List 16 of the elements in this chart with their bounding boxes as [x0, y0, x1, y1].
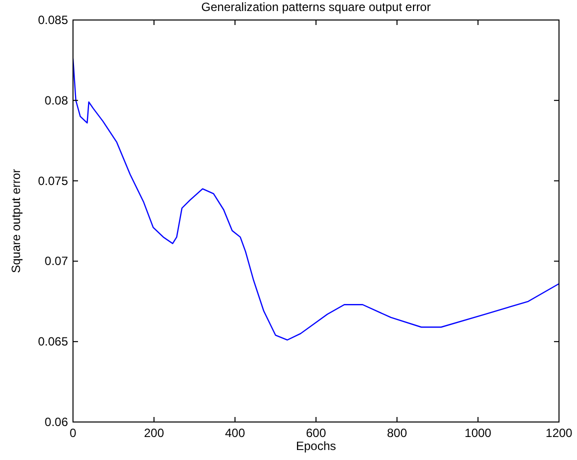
x-tick-label: 0 [70, 426, 77, 440]
y-tick-label: 0.065 [38, 334, 68, 349]
x-axis-title: Epochs [296, 439, 336, 453]
y-tick-label: 0.07 [44, 254, 68, 268]
x-tick-label: 1200 [546, 426, 573, 440]
y-axis-title: Square output error [9, 168, 23, 274]
y-tick-label: 0.085 [38, 13, 68, 27]
x-tick-label: 600 [306, 426, 326, 440]
x-tick-label: 800 [386, 426, 408, 440]
x-tick-label: 400 [224, 426, 246, 440]
y-tick-label: 0.06 [44, 415, 68, 429]
x-tick-label: 200 [144, 426, 164, 440]
chart-title: Generalization patterns square output error [201, 0, 431, 14]
y-tick-label: 0.08 [44, 93, 68, 108]
y-tick-label: 0.075 [38, 174, 68, 188]
x-tick-label: 1000 [464, 426, 492, 440]
